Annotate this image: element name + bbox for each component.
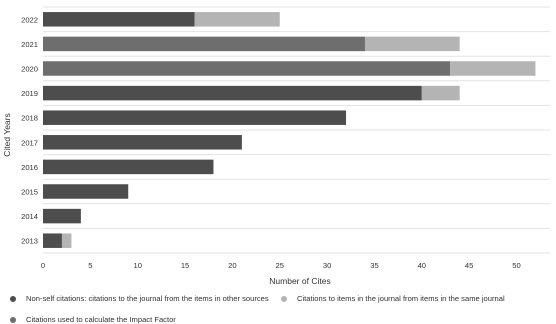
y-axis-title: Cited Years xyxy=(2,113,12,156)
bar-2021-same-journal xyxy=(364,36,460,52)
bar-2018-non-self xyxy=(43,110,347,125)
legend-swatch-same-journal xyxy=(281,295,287,302)
bar-2015-non-self xyxy=(43,184,129,199)
legend-label-same-journal: Citations to items in the journal from i… xyxy=(297,294,505,303)
y-tick-labels: 2022 2021 2020 2019 2018 2017 2016 2015 2014 2013 xyxy=(21,15,38,245)
x-tick-label: 5 xyxy=(88,261,92,270)
x-tick-label: 35 xyxy=(370,261,378,270)
bar-2022-non-self xyxy=(43,12,195,27)
y-tick-label: 2015 xyxy=(21,188,38,197)
bar-2020-same-journal xyxy=(450,61,536,76)
y-tick-label: 2013 xyxy=(21,237,38,246)
legend-swatch-impact-factor xyxy=(10,316,16,323)
legend-item-same-journal: Citations to items in the journal from i… xyxy=(281,294,505,303)
y-tick-label: 2016 xyxy=(21,163,38,172)
y-tick-label: 2018 xyxy=(21,114,38,123)
x-tick-label: 40 xyxy=(418,261,426,270)
legend-label-impact-factor: Citations used to calculate the Impact F… xyxy=(26,315,176,324)
bar-2022-same-journal xyxy=(194,12,280,27)
legend-label-non-self: Non-self citations: citations to the jou… xyxy=(26,294,269,303)
bar-2021-impact-factor xyxy=(43,36,365,52)
bar-2017-non-self xyxy=(43,135,242,150)
bar-2019-same-journal xyxy=(421,85,460,101)
bar-2014-non-self xyxy=(43,208,81,224)
y-tick-label: 2017 xyxy=(21,138,38,147)
bar-2013-non-self xyxy=(43,233,62,248)
y-tick-label: 2019 xyxy=(21,89,38,98)
y-tick-label: 2021 xyxy=(21,40,38,49)
x-tick-label: 30 xyxy=(323,261,331,270)
bar-2013-same-journal xyxy=(61,233,72,248)
bar-2016-non-self xyxy=(43,159,214,175)
bar-2019-non-self xyxy=(43,85,422,101)
x-tick-label: 0 xyxy=(41,261,45,270)
x-tick-label: 25 xyxy=(276,261,284,270)
y-tick-label: 2014 xyxy=(21,212,38,221)
bar-group xyxy=(43,12,536,248)
x-tick-label: 10 xyxy=(133,261,141,270)
x-axis-title: Number of Cites xyxy=(269,276,330,286)
legend-swatch-non-self xyxy=(10,295,16,302)
x-tick-label: 45 xyxy=(465,261,473,270)
bar-2020-impact-factor xyxy=(43,61,451,76)
x-tick-label: 20 xyxy=(228,261,236,270)
x-tick-label: 15 xyxy=(181,261,189,270)
x-tick-label: 50 xyxy=(512,261,520,270)
legend-item-impact-factor: Citations used to calculate the Impact F… xyxy=(10,315,176,324)
x-tick-labels: 0 5 10 15 20 25 30 35 40 45 50 xyxy=(41,261,521,270)
y-tick-label: 2020 xyxy=(21,65,38,74)
y-tick-label: 2022 xyxy=(21,15,38,24)
legend-item-non-self: Non-self citations: citations to the jou… xyxy=(10,294,269,303)
grid-lines xyxy=(43,6,550,254)
